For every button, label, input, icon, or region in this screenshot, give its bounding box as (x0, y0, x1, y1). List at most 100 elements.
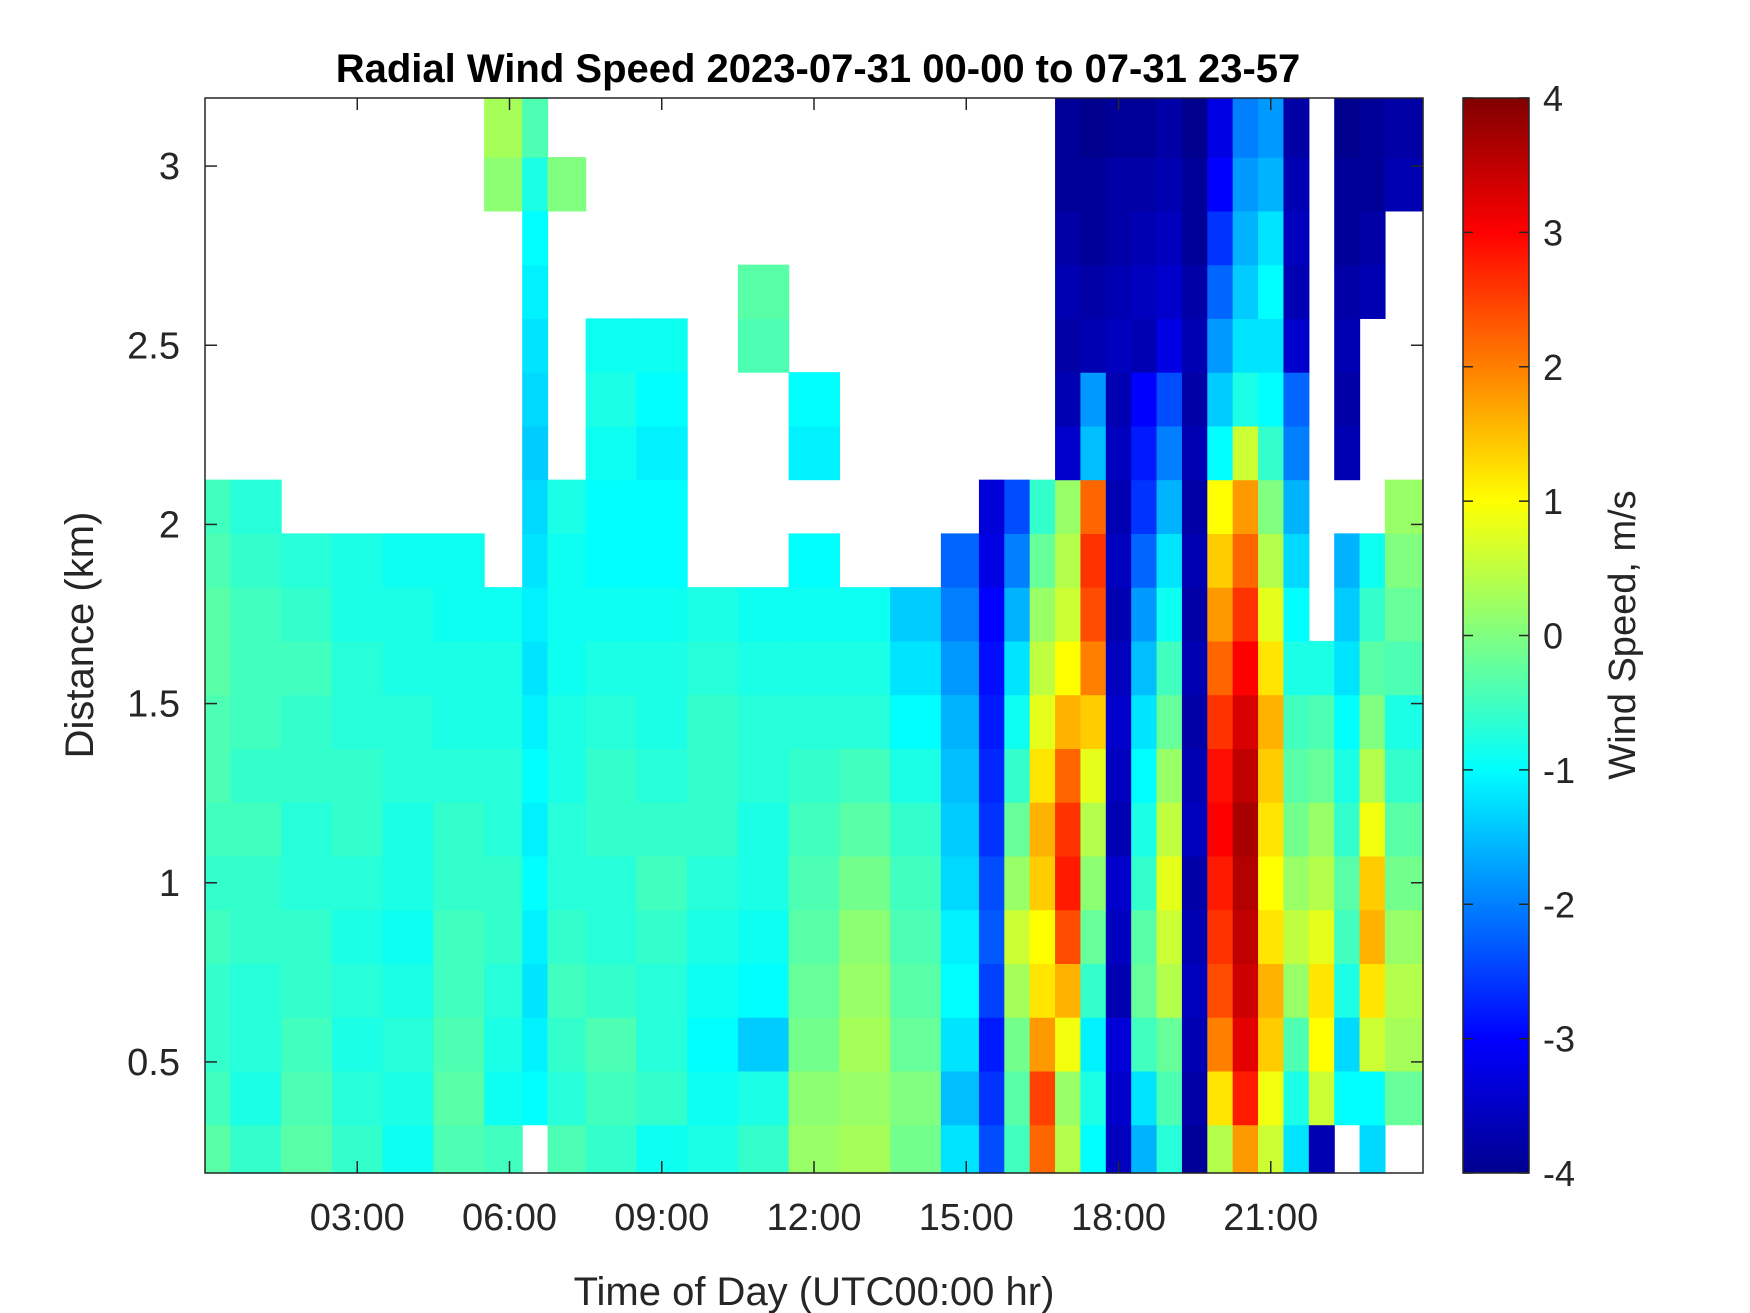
heatmap-cell (281, 802, 333, 857)
heatmap-cell (737, 264, 790, 319)
heatmap-cell (1232, 963, 1259, 1018)
heatmap-cell (1105, 855, 1132, 911)
heatmap-cell (230, 1017, 282, 1072)
heatmap-cell (1359, 694, 1386, 749)
heatmap-cell (1258, 909, 1285, 964)
colorbar-scale (1462, 97, 1530, 1174)
heatmap-cell (1359, 264, 1386, 319)
heatmap-cell (522, 694, 549, 749)
heatmap-cell (1283, 748, 1310, 803)
heatmap-cell (636, 587, 688, 642)
heatmap-cell (788, 372, 840, 427)
heatmap-cell (1131, 98, 1158, 158)
heatmap-cell (1131, 425, 1158, 481)
heatmap-cell (1207, 802, 1234, 857)
heatmap-cell (1359, 98, 1386, 158)
heatmap-cell (1156, 748, 1183, 803)
heatmap-cell (978, 587, 1005, 642)
heatmap-cell (1258, 479, 1285, 534)
heatmap-cell (331, 909, 384, 964)
heatmap-cell (1029, 587, 1056, 642)
heatmap-cell (522, 1017, 549, 1072)
heatmap-cell (737, 1124, 790, 1174)
heatmap-cell (382, 1124, 434, 1174)
heatmap-cell (331, 587, 384, 642)
heatmap-cell (1004, 533, 1031, 588)
heatmap-cell (1029, 1070, 1056, 1126)
heatmap-cell (382, 694, 434, 749)
heatmap-cell (1283, 909, 1310, 964)
heatmap-cell (547, 1017, 587, 1072)
heatmap-cell (585, 802, 637, 857)
heatmap-cell (484, 802, 523, 857)
heatmap-cell (281, 855, 333, 911)
heatmap-cell (1258, 425, 1285, 481)
heatmap-cell (1384, 640, 1424, 696)
x-axis: 03:00 06:00 09:00 12:00 15:00 18:00 21:00 (310, 98, 1318, 1239)
heatmap-cell (1334, 963, 1361, 1018)
heatmap-cell (1258, 210, 1285, 266)
heatmap-cell (1283, 963, 1310, 1018)
heatmap-cell (737, 1017, 790, 1072)
heatmap-cell (636, 694, 688, 749)
y-tick-label: 1 (159, 863, 180, 905)
heatmap-cell (1232, 264, 1259, 319)
heatmap-cell (585, 479, 637, 534)
heatmap-cell (1207, 1070, 1234, 1126)
y-tick-label: 2.5 (127, 325, 180, 367)
heatmap-cell (1207, 1124, 1234, 1174)
x-tick-label: 15:00 (919, 1197, 1014, 1239)
heatmap-cell (433, 963, 485, 1018)
heatmap-cell (737, 802, 790, 857)
heatmap-cell (331, 1017, 384, 1072)
heatmap-cell (1029, 533, 1056, 588)
heatmap-cell (1334, 694, 1361, 749)
colorbar-label: Wind Speed, m/s (1602, 490, 1644, 779)
heatmap-cell (1384, 694, 1424, 749)
heatmap-cell (522, 802, 549, 857)
heatmap-cell (1232, 98, 1259, 158)
heatmap-cell (839, 640, 891, 696)
heatmap-cell (382, 587, 434, 642)
heatmap-cell (484, 909, 523, 964)
heatmap-cell (1055, 909, 1082, 964)
heatmap-cell (1308, 909, 1335, 964)
heatmap-cell (433, 1070, 485, 1126)
heatmap-cell (1055, 533, 1082, 588)
heatmap-cell (1156, 479, 1183, 534)
heatmap-cell (737, 963, 790, 1018)
heatmap-cell (1283, 264, 1310, 319)
heatmap-cell (1105, 425, 1132, 481)
heatmap-cell (1308, 694, 1335, 749)
heatmap-cell (839, 748, 891, 803)
heatmap-cell (839, 1017, 891, 1072)
heatmap-cell (1004, 748, 1031, 803)
heatmap-cell (1181, 98, 1208, 158)
heatmap-cell (1080, 264, 1107, 319)
heatmap-cell (1181, 909, 1208, 964)
heatmap-cell (1004, 909, 1031, 964)
heatmap-cell (890, 694, 942, 749)
heatmap-cell (839, 694, 891, 749)
heatmap-cell (522, 425, 549, 481)
heatmap-cell (585, 533, 637, 588)
heatmap-cell (1283, 479, 1310, 534)
heatmap-cell (1055, 157, 1082, 212)
heatmap-cell (1131, 587, 1158, 642)
heatmap-cell (1156, 855, 1183, 911)
heatmap-cell (1131, 372, 1158, 427)
heatmap-cell (890, 640, 942, 696)
heatmap-cell (1105, 157, 1132, 212)
heatmap-cell (1283, 855, 1310, 911)
heatmap-cell (1334, 802, 1361, 857)
heatmap-cell (1105, 963, 1132, 1018)
heatmap-cell (1181, 318, 1208, 373)
heatmap-cell (1207, 264, 1234, 319)
heatmap-cell (1283, 425, 1310, 481)
heatmap-cell (1080, 210, 1107, 266)
heatmap-cell (1384, 157, 1424, 212)
heatmap-cell (230, 963, 282, 1018)
heatmap-cell (1080, 694, 1107, 749)
heatmap-cell (839, 909, 891, 964)
heatmap-cell (1055, 1124, 1082, 1174)
